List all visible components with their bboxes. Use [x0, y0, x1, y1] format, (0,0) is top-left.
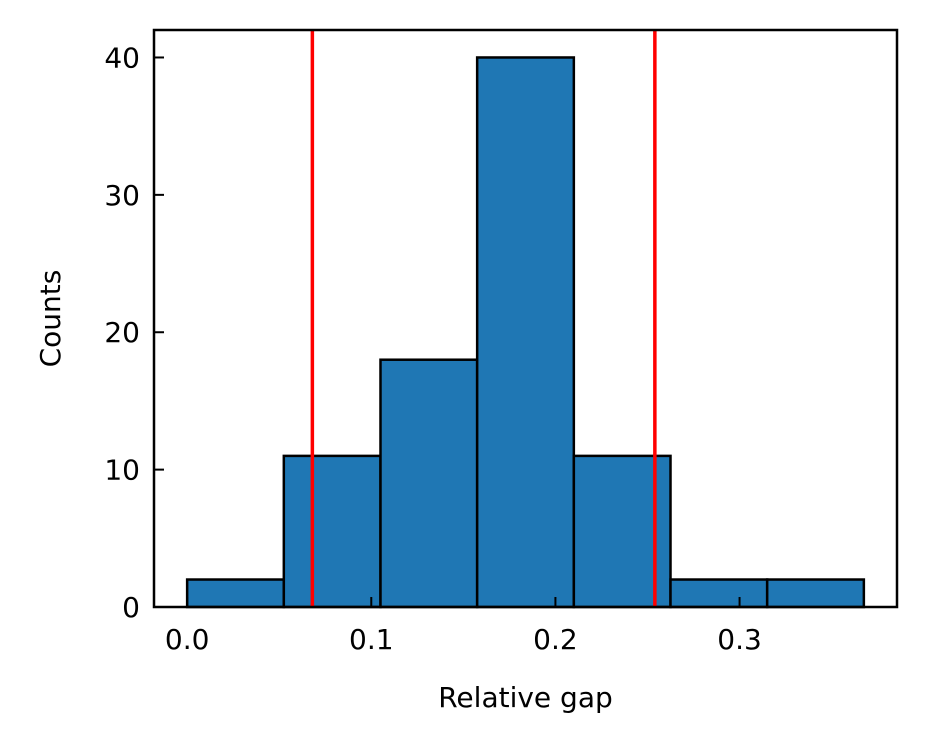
- histogram-bar-5: [669, 578, 769, 609]
- histogram-bar-6: [765, 578, 866, 609]
- histogram-bar-3: [475, 56, 576, 609]
- x-tick-label: 0.3: [717, 623, 762, 656]
- histogram-bar-0: [185, 578, 286, 609]
- x-tick-label: 0.0: [165, 623, 210, 656]
- plot-frame: [152, 28, 899, 609]
- y-tick-label: 10: [104, 454, 140, 487]
- x-axis-ticks: 0.0 0.1 0.2 0.3: [165, 597, 762, 656]
- y-tick-label: 0: [122, 591, 140, 624]
- y-tick-label: 30: [104, 179, 140, 212]
- x-tick-label: 0.2: [533, 623, 578, 656]
- y-tick-label: 40: [104, 41, 140, 74]
- y-tick-label: 20: [104, 316, 140, 349]
- bars-group: [185, 56, 866, 609]
- reference-lines-group: [310, 30, 657, 607]
- histogram-bar-1: [282, 454, 382, 609]
- y-axis-label: Counts: [34, 270, 67, 368]
- x-axis-label: Relative gap: [438, 681, 613, 714]
- histogram-bar-2: [379, 358, 479, 609]
- x-tick-label: 0.1: [349, 623, 394, 656]
- y-axis-ticks: 0 10 20 30 40: [104, 41, 164, 624]
